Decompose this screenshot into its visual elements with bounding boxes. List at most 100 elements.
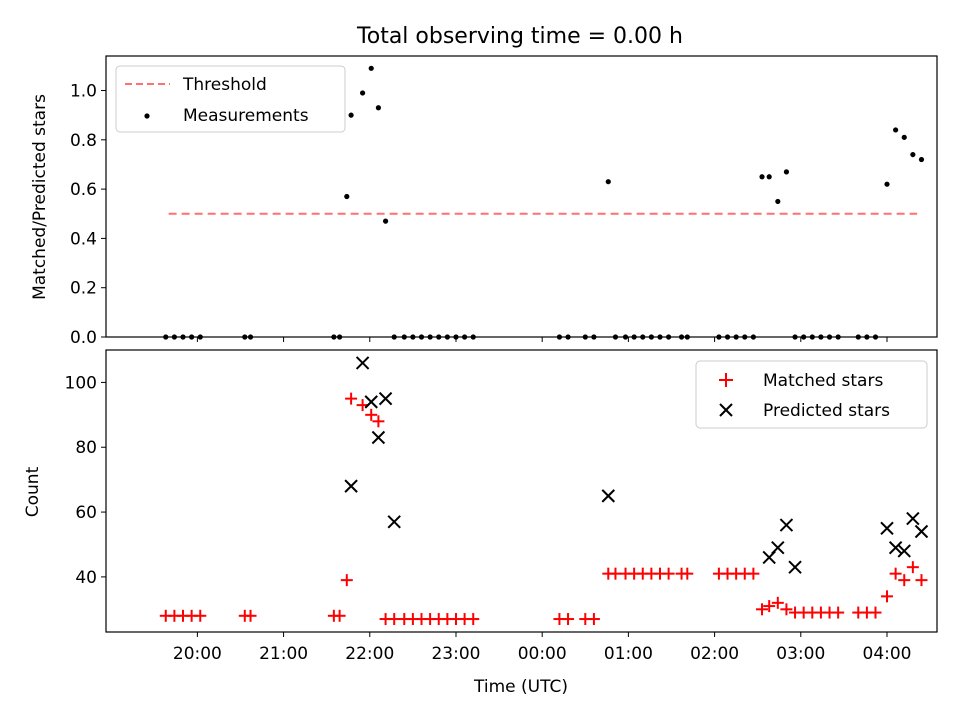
predicted-star-marker bbox=[355, 356, 370, 370]
matched-star-marker bbox=[869, 606, 882, 619]
chart-title: Total observing time = 0.00 h bbox=[356, 24, 683, 49]
top-y-tick-label: 0.8 bbox=[70, 131, 97, 151]
x-tick-label: 00:00 bbox=[518, 644, 567, 664]
predicted-star-stroke bbox=[779, 518, 794, 532]
measurement-point bbox=[759, 174, 765, 180]
measurement-point bbox=[918, 156, 925, 163]
x-tick-label: 22:00 bbox=[345, 644, 394, 664]
top-legend: Threshold Measurements bbox=[115, 65, 346, 133]
bottom-y-tick-label: 80 bbox=[75, 438, 97, 458]
matched-star-marker bbox=[587, 613, 600, 626]
x-tick-label: 21:00 bbox=[259, 644, 308, 664]
predicted-star-marker bbox=[914, 524, 929, 539]
top-y-tick-label: 1.0 bbox=[70, 82, 97, 102]
legend-measurements-swatch bbox=[144, 113, 150, 119]
x-tick-label: 23:00 bbox=[431, 644, 480, 664]
predicted-star-stroke bbox=[788, 560, 802, 574]
bottom-legend-box bbox=[695, 360, 928, 429]
predicted-star-stroke bbox=[355, 356, 370, 370]
predicted-star-stroke bbox=[771, 541, 785, 555]
top-plot-area: 0.0 0.2 0.4 0.6 0.8 1.0 bbox=[70, 65, 925, 348]
measurement-point bbox=[348, 112, 354, 118]
matched-star-marker bbox=[333, 609, 346, 622]
x-tick-label: 03:00 bbox=[776, 644, 825, 664]
matched-star-marker bbox=[562, 613, 575, 626]
predicted-star-stroke bbox=[371, 430, 386, 445]
predicted-star-stroke bbox=[387, 515, 401, 529]
x-tick-label: 01:00 bbox=[604, 644, 653, 664]
measurement-point bbox=[893, 127, 899, 133]
bottom-plot-area: 20:00 21:00 22:00 23:00 00:00 01:00 02:00 03:00… bbox=[65, 356, 929, 664]
matched-star-marker bbox=[365, 408, 378, 421]
predicted-star-marker bbox=[880, 521, 894, 535]
measurement-point bbox=[605, 179, 611, 185]
top-y-tick-label: 0.4 bbox=[70, 229, 97, 249]
measurement-point bbox=[368, 65, 374, 71]
predicted-star-marker bbox=[378, 391, 393, 406]
matched-star-marker bbox=[747, 567, 760, 580]
matched-star-marker bbox=[906, 561, 919, 574]
top-y-tick-label: 0.0 bbox=[70, 328, 97, 348]
x-tick-label: 20:00 bbox=[173, 644, 222, 664]
matched-star-marker bbox=[609, 567, 622, 580]
predicted-star-stroke bbox=[880, 521, 894, 535]
bottom-y-tick-label: 60 bbox=[75, 503, 97, 523]
predicted-star-marker bbox=[897, 544, 911, 558]
predicted-star-stroke bbox=[906, 511, 920, 526]
bottom-y-axis-label: Count bbox=[23, 466, 43, 517]
predicted-star-marker bbox=[387, 515, 401, 529]
predicted-star-stroke bbox=[378, 391, 393, 406]
matched-star-marker bbox=[345, 392, 358, 405]
predicted-star-marker bbox=[371, 430, 386, 445]
x-tick-label: 04:00 bbox=[863, 644, 912, 664]
predicted-star-stroke bbox=[897, 544, 911, 558]
measurement-point bbox=[382, 218, 389, 224]
measurement-point bbox=[375, 105, 382, 111]
predicted-star-stroke bbox=[888, 541, 903, 555]
legend-matched-swatch bbox=[719, 373, 733, 387]
predicted-star-stroke bbox=[344, 479, 358, 493]
matched-star-marker bbox=[388, 613, 401, 626]
matched-star-marker bbox=[467, 613, 480, 626]
measurement-point bbox=[910, 151, 916, 158]
legend-measurements-label: Measurements bbox=[183, 106, 309, 126]
top-legend-box bbox=[115, 65, 346, 133]
matched-star-marker bbox=[771, 596, 784, 609]
matched-star-marker bbox=[194, 609, 207, 622]
matched-star-marker bbox=[832, 606, 845, 619]
predicted-star-marker bbox=[906, 511, 920, 526]
measurement-point bbox=[901, 134, 907, 140]
matched-star-marker bbox=[889, 567, 902, 580]
predicted-star-marker bbox=[788, 560, 802, 574]
bottom-axes-frame bbox=[105, 349, 938, 633]
measurement-point bbox=[884, 181, 890, 187]
top-y-axis-label: Matched/Predicted stars bbox=[30, 94, 50, 300]
top-y-tick-label: 0.2 bbox=[70, 279, 97, 299]
matched-star-marker bbox=[372, 415, 385, 428]
matched-star-marker bbox=[763, 600, 776, 613]
predicted-star-stroke bbox=[364, 395, 378, 409]
measurement-point bbox=[766, 174, 772, 180]
measurement-point bbox=[359, 90, 366, 96]
predicted-star-marker bbox=[601, 489, 615, 503]
bottom-y-tick-label: 40 bbox=[75, 568, 97, 588]
matched-star-marker bbox=[780, 603, 793, 616]
predicted-star-marker bbox=[344, 479, 358, 493]
matched-star-marker bbox=[681, 567, 694, 580]
matched-star-marker bbox=[244, 609, 257, 622]
measurement-point bbox=[783, 169, 790, 175]
measurement-point bbox=[344, 193, 350, 200]
predicted-star-marker bbox=[888, 541, 903, 555]
matched-star-marker bbox=[340, 574, 353, 587]
predicted-star-stroke bbox=[914, 524, 929, 539]
matched-star-marker bbox=[881, 590, 894, 603]
legend-predicted-label: Predicted stars bbox=[763, 401, 890, 421]
matched-star-marker bbox=[662, 567, 675, 580]
bottom-legend: Matched stars Predicted stars bbox=[695, 360, 928, 429]
legend-predicted-swatch bbox=[719, 403, 733, 417]
legend-threshold-label: Threshold bbox=[182, 75, 267, 95]
bottom-y-tick-label: 100 bbox=[65, 373, 97, 393]
predicted-star-stroke bbox=[601, 489, 615, 503]
top-y-tick-label: 0.6 bbox=[70, 180, 97, 200]
